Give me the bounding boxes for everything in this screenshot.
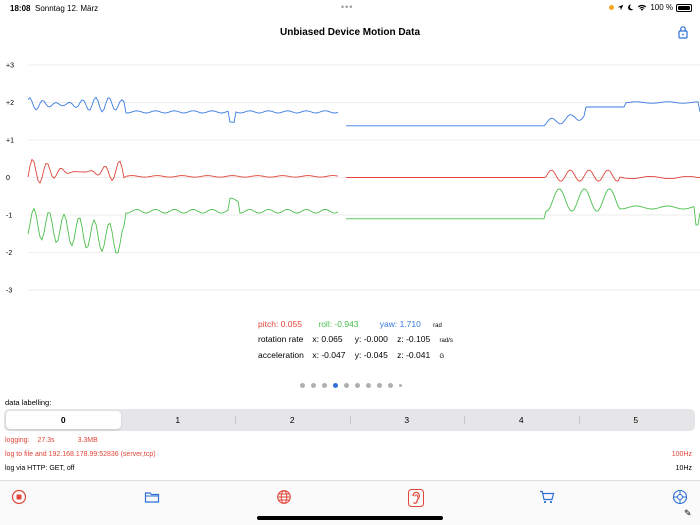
series-line-yaw xyxy=(27,96,700,127)
acceleration-z: z: -0.041 xyxy=(397,350,431,360)
chart-series xyxy=(27,96,700,254)
series-line-roll xyxy=(27,188,700,254)
page-title: Unbiased Device Motion Data xyxy=(279,27,421,38)
acceleration-label: acceleration xyxy=(258,350,304,360)
page-dot-active[interactable] xyxy=(333,383,338,388)
ear-icon[interactable] xyxy=(408,489,424,507)
rotation-z: z: -0.105 xyxy=(397,334,431,344)
label-option-3[interactable]: 3 xyxy=(349,411,465,429)
http-log-rate: 10Hz xyxy=(675,465,692,472)
battery-icon xyxy=(676,3,692,12)
status-indicators: 100 % xyxy=(609,3,692,12)
y-tick-label: -3 xyxy=(6,288,12,295)
label-segmented-control[interactable]: 0 1 2 3 4 5 xyxy=(4,409,695,431)
wifi-icon xyxy=(638,4,647,11)
label-option-5[interactable]: 5 xyxy=(578,411,694,429)
y-tick-label: +3 xyxy=(6,63,14,70)
folder-icon[interactable] xyxy=(144,489,160,505)
page-dot[interactable] xyxy=(355,383,360,388)
motion-chart: +3 +2 +1 0 -1 -2 -3 xyxy=(6,63,700,295)
yaw-value: yaw: 1.710 xyxy=(379,319,421,329)
rotation-readout: rotation rate x: 0.065 y: -0.000 z: -0.1… xyxy=(258,334,453,344)
log-target[interactable]: log to file and 192.168.178.99:52836 (se… xyxy=(5,451,156,458)
page-dot[interactable] xyxy=(344,383,349,388)
logging-status: logging: 27.3s 3.3MB xyxy=(5,437,98,444)
settings-icon[interactable] xyxy=(672,489,688,505)
location-arrow-icon xyxy=(618,4,624,11)
acceleration-readout: acceleration x: -0.047 y: -0.045 z: -0.0… xyxy=(258,350,444,360)
page-dot[interactable] xyxy=(388,383,393,388)
pitch-value: pitch: 0.055 xyxy=(258,319,302,329)
status-date: Sonntag 12. März xyxy=(35,4,99,13)
log-target-rate: 100Hz xyxy=(671,451,692,458)
logging-size: 3.3MB xyxy=(77,437,98,444)
logging-label: logging: xyxy=(5,437,30,444)
data-labelling-title: data labelling: xyxy=(5,398,52,407)
globe-icon[interactable] xyxy=(276,489,292,505)
unit-rad-s: rad/s xyxy=(439,338,453,344)
location-dot-icon xyxy=(609,5,615,10)
logging-duration: 27.3s xyxy=(37,437,55,444)
attitude-readout: pitch: 0.055 roll: -0.943 yaw: 1.710 rad xyxy=(258,319,442,329)
y-tick-label: -2 xyxy=(6,250,12,257)
pencil-icon: ✎ xyxy=(684,508,692,518)
moon-icon xyxy=(628,4,634,11)
page-dot[interactable] xyxy=(366,383,371,388)
unit-rad: rad xyxy=(433,323,442,329)
label-option-1[interactable]: 1 xyxy=(175,415,181,425)
chart-grid xyxy=(28,64,700,291)
y-tick-label: -1 xyxy=(6,213,12,220)
y-tick-label: +1 xyxy=(6,138,14,145)
y-tick-label: 0 xyxy=(6,175,10,182)
page-indicator[interactable] xyxy=(300,383,402,388)
battery-percent: 100 % xyxy=(650,3,673,12)
acceleration-y: y: -0.045 xyxy=(354,350,388,360)
y-axis-ticks: +3 +2 +1 0 -1 -2 -3 xyxy=(6,63,14,295)
page-dot[interactable] xyxy=(300,383,305,388)
rotation-y: y: -0.000 xyxy=(354,334,388,344)
http-log-setting[interactable]: log via HTTP: GET, off xyxy=(5,465,75,472)
home-indicator[interactable] xyxy=(257,516,443,520)
cart-icon[interactable] xyxy=(539,489,555,505)
page-dot[interactable] xyxy=(322,383,327,388)
status-time: 18:08 xyxy=(10,4,31,13)
rotation-label: rotation rate xyxy=(258,334,304,344)
stop-icon[interactable] xyxy=(11,489,27,505)
rotation-x: x: 0.065 xyxy=(312,334,343,344)
lock-icon[interactable] xyxy=(677,25,689,39)
y-tick-label: +2 xyxy=(6,100,14,107)
page-dot[interactable] xyxy=(311,383,316,388)
acceleration-x: x: -0.047 xyxy=(312,350,346,360)
status-bar: 18:08 Sonntag 12. März ••• 100 % xyxy=(0,0,700,16)
page-dot[interactable] xyxy=(399,384,402,387)
series-line-pitch xyxy=(27,158,700,184)
roll-value: roll: -0.943 xyxy=(318,319,359,329)
label-option-4[interactable]: 4 xyxy=(464,411,579,429)
unit-g: G xyxy=(439,354,445,360)
page-dot[interactable] xyxy=(377,383,382,388)
label-option-0[interactable]: 0 xyxy=(6,411,121,429)
label-option-2[interactable]: 2 xyxy=(235,411,350,429)
multitasking-dots-icon[interactable]: ••• xyxy=(341,2,354,12)
